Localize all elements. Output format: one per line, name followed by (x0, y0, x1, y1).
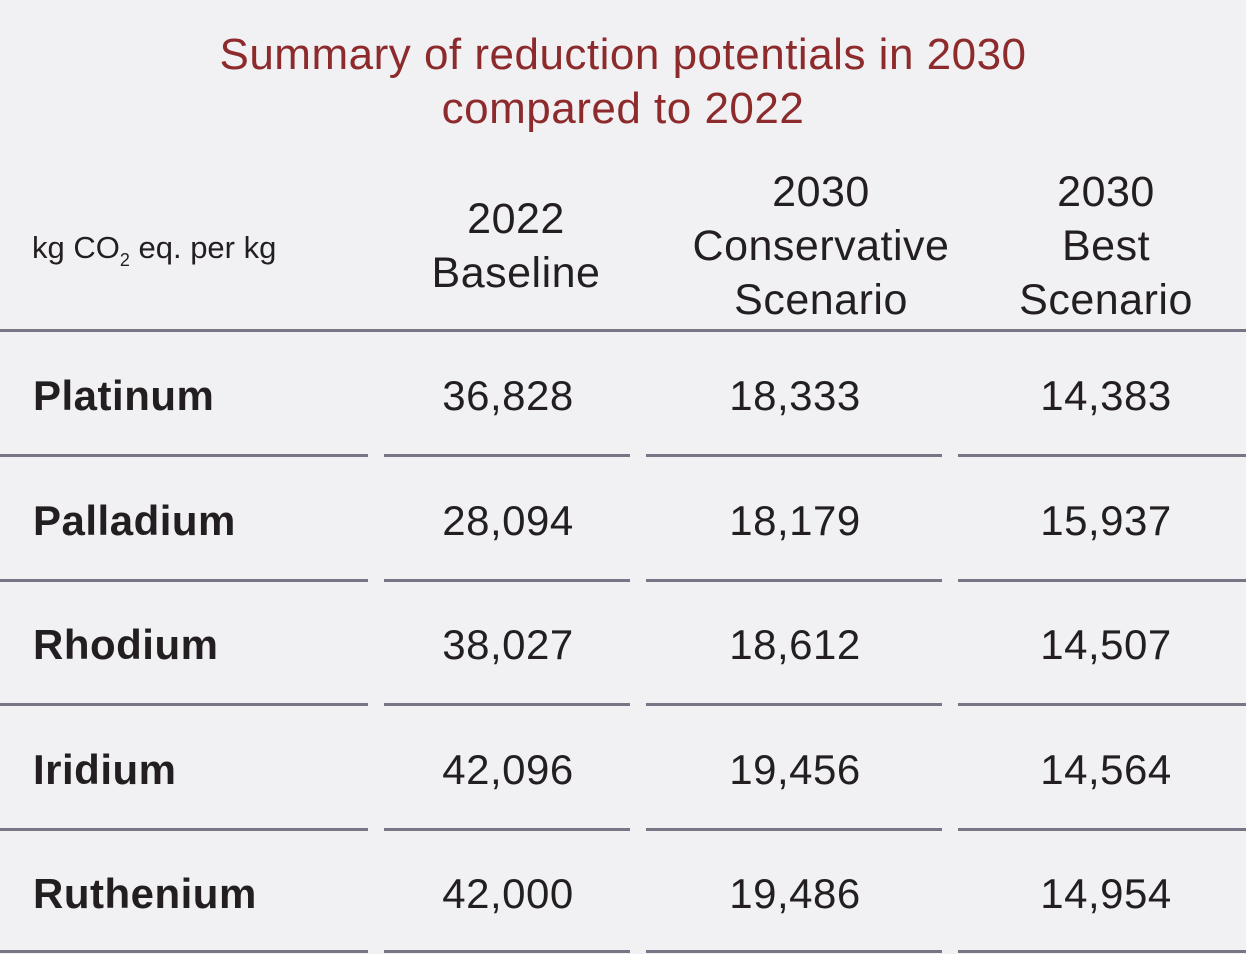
column-header-baseline-line-2: Baseline (431, 249, 601, 297)
table-cell: 42,000 (442, 870, 574, 917)
row-label-iridium: Iridium (33, 746, 177, 793)
row-divider (646, 703, 942, 706)
table-cell: 18,612 (729, 621, 861, 668)
unit-label-subscript: 2 (119, 250, 130, 270)
row-divider (0, 454, 368, 457)
column-header-conservative-line-3: Scenario (734, 276, 908, 324)
row-divider (646, 950, 942, 953)
column-header-best-line-2: Best (1061, 222, 1151, 270)
row-divider (384, 579, 630, 582)
row-header-unit-label: kg CO2 eq. per kg (32, 228, 277, 270)
row-divider (0, 579, 368, 582)
column-header-conservative-line-1: 2030 (772, 168, 870, 216)
row-divider (0, 950, 368, 953)
table-cell: 14,383 (1040, 372, 1172, 419)
row-label-rhodium: Rhodium (33, 621, 219, 668)
table-cell: 38,027 (442, 621, 574, 668)
table-cell: 19,486 (729, 870, 861, 917)
column-header-conservative-line-2: Conservative (692, 222, 950, 270)
row-divider (384, 828, 630, 831)
column-header-best-line-1: 2030 (1057, 168, 1155, 216)
row-label-platinum: Platinum (33, 372, 215, 419)
table-cell: 42,096 (442, 746, 574, 793)
table-cell: 14,564 (1040, 746, 1172, 793)
table-cell: 14,507 (1040, 621, 1172, 668)
table-title: Summary of reduction potentials in 2030 … (0, 28, 1246, 136)
row-divider (384, 454, 630, 457)
row-divider (958, 828, 1246, 831)
table-cell: 15,937 (1040, 497, 1172, 544)
row-divider (958, 950, 1246, 953)
table-cell: 19,456 (729, 746, 861, 793)
column-header-conservative: 2030 Conservative Scenario (646, 165, 996, 327)
row-divider (646, 454, 942, 457)
row-divider (0, 703, 368, 706)
row-divider (0, 828, 368, 831)
table-cell: 18,179 (729, 497, 861, 544)
row-divider (958, 454, 1246, 457)
header-divider (0, 329, 1246, 332)
unit-label-prefix: kg CO (32, 230, 120, 265)
column-header-best: 2030 Best Scenario (956, 165, 1246, 327)
unit-label-suffix: eq. per kg (129, 230, 277, 265)
row-divider (646, 579, 942, 582)
row-divider (958, 579, 1246, 582)
row-label-palladium: Palladium (33, 497, 236, 544)
row-divider (384, 703, 630, 706)
table-cell: 28,094 (442, 497, 574, 544)
row-label-ruthenium: Ruthenium (33, 870, 257, 917)
column-header-baseline-line-1: 2022 (467, 195, 565, 243)
row-divider (958, 703, 1246, 706)
table-cell: 36,828 (442, 372, 574, 419)
column-header-best-line-3: Scenario (1019, 276, 1193, 324)
table-cell: 18,333 (729, 372, 861, 419)
table-cell: 14,954 (1040, 870, 1172, 917)
table-title-line-1: Summary of reduction potentials in 2030 (219, 30, 1027, 79)
row-divider (646, 828, 942, 831)
table-title-line-2: compared to 2022 (441, 84, 805, 133)
column-header-baseline: 2022 Baseline (366, 192, 666, 300)
row-divider (384, 950, 630, 953)
